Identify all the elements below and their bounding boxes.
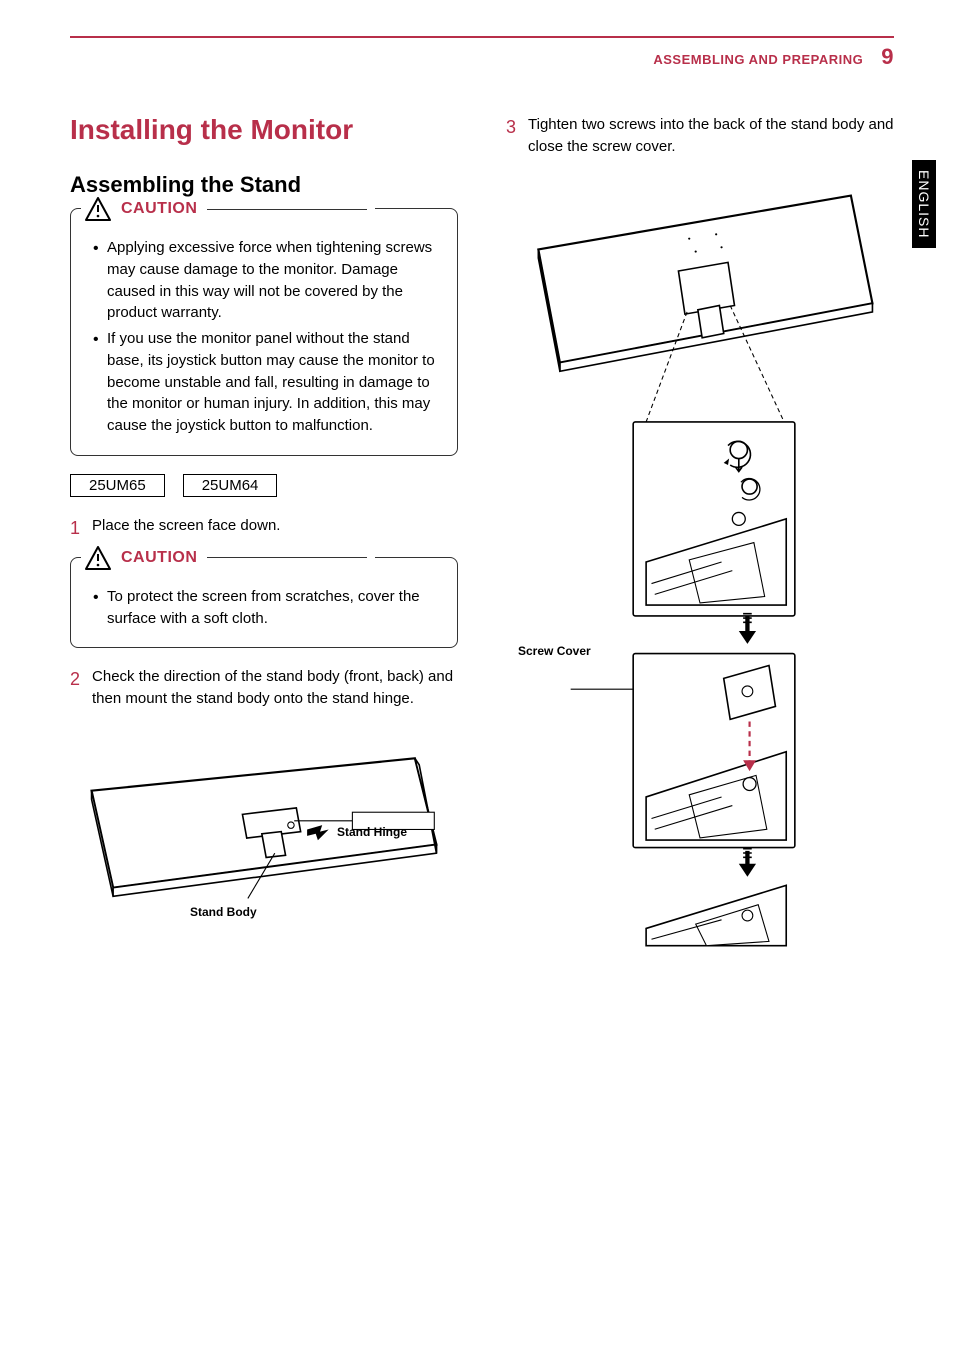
caution-list: To protect the screen from scratches, co… <box>87 586 441 630</box>
monitor-stand-illustration <box>70 726 458 920</box>
step-text: Place the screen face down. <box>92 515 280 541</box>
language-tab: ENGLISH <box>912 160 936 248</box>
step-number: 3 <box>506 114 516 158</box>
step-text: Tighten two screws into the back of the … <box>528 114 894 158</box>
header-section: ASSEMBLING AND PREPARING <box>653 52 863 67</box>
caution-title-line <box>207 557 367 558</box>
figure-stand-body: Stand Hinge Stand Body <box>70 726 458 925</box>
header-page-number: 9 <box>881 44 894 70</box>
left-column: Installing the Monitor Assembling the St… <box>70 114 458 967</box>
caution-title-line <box>207 209 367 210</box>
caution-list: Applying excessive force when tightening… <box>87 237 441 437</box>
figure-label-stand-body: Stand Body <box>190 905 257 919</box>
caution-heading: CAUTION <box>81 197 375 221</box>
caution-label: CAUTION <box>121 546 197 569</box>
step: 1 Place the screen face down. <box>70 515 458 541</box>
page-header: ASSEMBLING AND PREPARING 9 <box>70 44 894 70</box>
caution-heading: CAUTION <box>81 546 375 570</box>
figure-label-screw-cover: Screw Cover <box>518 644 591 658</box>
caution-item: If you use the monitor panel without the… <box>93 328 441 437</box>
step-number: 2 <box>70 666 80 710</box>
caution-label: CAUTION <box>121 197 197 220</box>
warning-icon <box>85 197 111 221</box>
warning-icon <box>85 546 111 570</box>
page: ASSEMBLING AND PREPARING 9 ENGLISH Insta… <box>0 0 954 1348</box>
step-number: 1 <box>70 515 80 541</box>
caution-box: CAUTION To protect the screen from scrat… <box>70 557 458 649</box>
figure-screw-sequence: Screw Cover <box>506 174 894 955</box>
figure-label-stand-hinge: Stand Hinge <box>337 825 407 839</box>
step-text: Check the direction of the stand body (f… <box>92 666 458 710</box>
section-title: Assembling the Stand <box>70 172 458 198</box>
page-title: Installing the Monitor <box>70 114 458 146</box>
model-badge: 25UM65 <box>70 474 165 497</box>
step: 3 Tighten two screws into the back of th… <box>506 114 894 158</box>
header-rule <box>70 36 894 38</box>
caution-box: CAUTION Applying excessive force when ti… <box>70 208 458 456</box>
caution-item: To protect the screen from scratches, co… <box>93 586 441 630</box>
content-columns: Installing the Monitor Assembling the St… <box>70 114 894 967</box>
screw-sequence-illustration <box>506 174 894 950</box>
model-row: 25UM65 25UM64 <box>70 474 458 497</box>
caution-item: Applying excessive force when tightening… <box>93 237 441 324</box>
step: 2 Check the direction of the stand body … <box>70 666 458 710</box>
right-column: 3 Tighten two screws into the back of th… <box>506 114 894 967</box>
model-badge: 25UM64 <box>183 474 278 497</box>
